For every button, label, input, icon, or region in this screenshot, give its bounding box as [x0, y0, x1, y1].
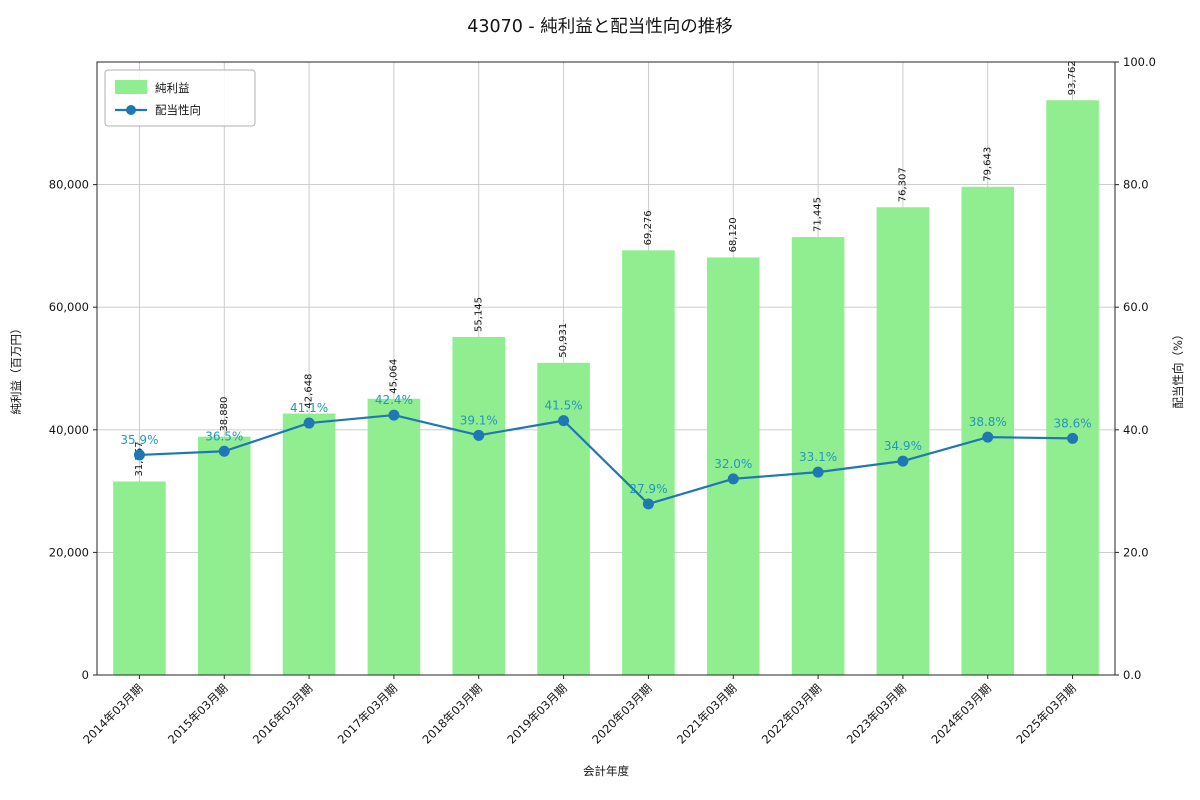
payout-value-label: 38.6% — [1054, 416, 1092, 430]
payout-marker — [558, 415, 570, 427]
bar-value-label: 42,648 — [304, 374, 315, 409]
left-axis-label: 純利益（百万円） — [9, 323, 23, 415]
x-axis-label: 会計年度 — [583, 764, 629, 778]
legend-box — [104, 69, 256, 127]
legend-label-bar: 純利益 — [155, 81, 190, 95]
bar-value-label: 55,145 — [473, 297, 484, 332]
bar — [791, 237, 845, 675]
payout-marker — [812, 466, 824, 478]
x-tick-label: 2025年03月期 — [1013, 681, 1078, 746]
payout-marker — [642, 498, 654, 510]
bar — [622, 250, 675, 675]
bar-value-label: 93,762 — [1067, 60, 1078, 95]
payout-value-label: 27.9% — [629, 482, 667, 496]
bar-value-label: 50,931 — [558, 323, 569, 358]
payout-marker — [473, 429, 485, 441]
right-tick-label: 0.0 — [1123, 668, 1141, 682]
bar — [876, 207, 930, 675]
x-tick-label: 2024年03月期 — [929, 681, 994, 746]
payout-marker — [218, 445, 230, 457]
bar — [1046, 100, 1099, 675]
bar-value-label: 76,307 — [897, 167, 908, 202]
bar-value-label: 71,445 — [813, 197, 824, 232]
payout-value-label: 41.1% — [290, 401, 328, 415]
bar-value-label: 69,276 — [643, 210, 654, 245]
bar — [113, 481, 166, 675]
bar-series: 31,56738,88042,64845,06455,14550,93169,2… — [113, 60, 1099, 676]
x-tick-label: 2019年03月期 — [504, 681, 569, 746]
payout-value-label: 35.9% — [120, 433, 158, 447]
bar — [452, 336, 506, 675]
x-tick-label: 2022年03月期 — [759, 681, 824, 746]
right-tick-label: 60.0 — [1123, 300, 1149, 314]
bar — [282, 413, 336, 675]
x-tick-label: 2020年03月期 — [589, 681, 654, 746]
x-tick-label: 2021年03月期 — [674, 681, 739, 746]
left-tick-label: 0 — [82, 668, 89, 682]
payout-value-label: 32.0% — [714, 457, 752, 471]
x-tick-label: 2023年03月期 — [844, 681, 909, 746]
legend-marker — [126, 105, 136, 115]
x-tick-label: 2016年03月期 — [250, 681, 315, 746]
bar — [706, 257, 760, 675]
left-tick-label: 60,000 — [49, 300, 89, 314]
payout-value-label: 42.4% — [375, 393, 413, 407]
right-tick-label: 40.0 — [1123, 423, 1149, 437]
x-tick-label: 2017年03月期 — [335, 681, 400, 746]
payout-marker — [303, 417, 315, 429]
bar — [367, 398, 421, 675]
bar-value-label: 79,643 — [982, 147, 993, 182]
payout-value-label: 41.5% — [545, 399, 583, 413]
payout-marker — [897, 455, 909, 467]
payout-line-series: 35.9% 36.5% 41.1% 42.4% 39.1% 41.5% 27.9% 32.0%… — [120, 393, 1092, 510]
payout-marker — [388, 409, 400, 421]
legend-label-line: 配当性向 — [155, 103, 201, 117]
payout-value-label: 39.1% — [460, 413, 498, 427]
bar — [537, 362, 590, 675]
right-tick-label: 20.0 — [1123, 545, 1149, 559]
payout-marker — [133, 449, 145, 461]
right-tick-label: 80.0 — [1123, 178, 1149, 192]
legend-swatch-bar — [115, 80, 147, 94]
bar — [961, 186, 1015, 676]
payout-value-label: 36.5% — [205, 429, 243, 443]
left-tick-label: 80,000 — [49, 178, 89, 192]
payout-marker — [1067, 432, 1079, 444]
left-tick-label: 20,000 — [49, 545, 89, 559]
payout-marker — [982, 431, 994, 443]
x-tick-label: 2018年03月期 — [420, 681, 485, 746]
right-tick-label: 100.0 — [1123, 55, 1156, 69]
right-axis-label: 配当性向（%） — [1171, 329, 1185, 409]
bar-value-label: 38,880 — [219, 397, 230, 432]
x-tick-label: 2015年03月期 — [165, 681, 230, 746]
payout-value-label: 38.8% — [969, 415, 1007, 429]
payout-line — [139, 413, 1073, 506]
bar-value-label: 45,064 — [388, 359, 399, 394]
chart-title: 43070 - 純利益と配当性向の推移 — [467, 17, 733, 37]
bar — [197, 436, 251, 675]
bar-value-label: 68,120 — [728, 217, 739, 252]
payout-value-label: 34.9% — [884, 439, 922, 453]
x-tick-label: 2014年03月期 — [80, 681, 145, 746]
payout-marker — [727, 473, 739, 485]
payout-value-label: 33.1% — [799, 450, 837, 464]
left-tick-label: 40,000 — [49, 423, 89, 437]
plot-border — [96, 61, 1116, 676]
